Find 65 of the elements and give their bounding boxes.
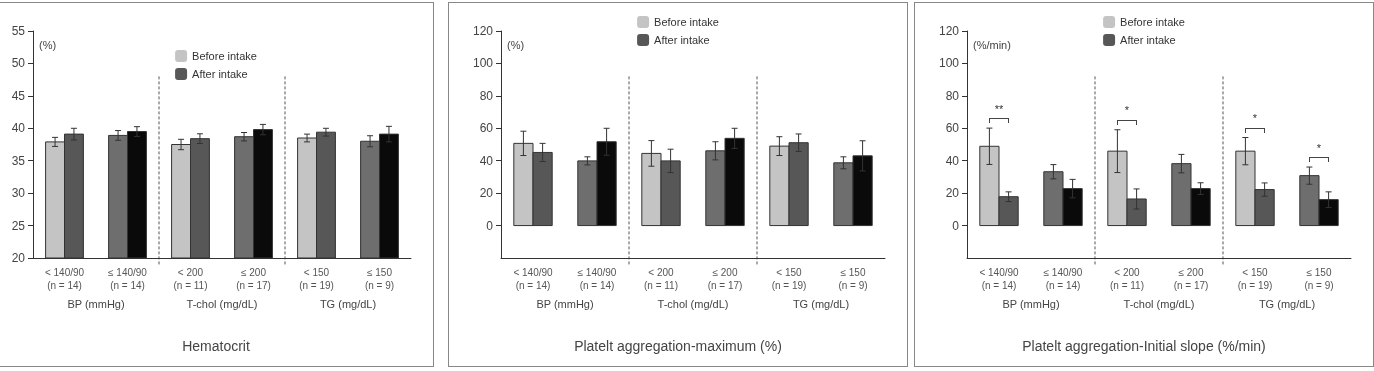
text: TG (mg/dL) <box>319 297 377 310</box>
y-tick-label: 60 <box>945 121 960 136</box>
x-tick-label: ≤ 200 (n = 17) <box>236 267 271 291</box>
x-tick-label: ≤ 200 (n = 17) <box>1173 267 1209 291</box>
x-tick-label: ≤ 140/90 (n = 14) <box>1043 267 1083 291</box>
annotation: ** <box>994 102 1004 115</box>
y-tick-label: 0 <box>952 218 960 233</box>
legend-label: Before intake <box>192 50 257 62</box>
x-tick-label: < 200 (n = 11) <box>173 267 208 291</box>
y-tick-label: 35 <box>11 153 26 168</box>
y-tick-label: 60 <box>479 121 494 136</box>
x-tick-label: < 150 (n = 19) <box>1237 267 1273 291</box>
y-axis-title: (%) <box>507 38 525 51</box>
y-tick-label: 50 <box>11 56 26 71</box>
y-tick-label: 80 <box>945 88 960 103</box>
x-tick-label: < 200 (n = 11) <box>1110 267 1144 291</box>
text: T-chol (mg/dL) <box>1123 297 1195 310</box>
text: BP (mmHg) <box>536 297 594 310</box>
x-tick-label: < 140/90 (n = 14) <box>979 267 1020 291</box>
legend-label: After intake <box>1120 34 1176 46</box>
text: T-chol (mg/dL) <box>657 297 729 310</box>
text: Hematocrit <box>182 338 250 354</box>
y-tick-label: 55 <box>11 24 26 38</box>
y-tick-label: 80 <box>479 88 494 103</box>
x-tick-label: < 150 (n = 19) <box>299 267 334 291</box>
text: T-chol (mg/dL) <box>186 297 258 310</box>
annotation: * <box>1316 141 1322 154</box>
text: BP (mmHg) <box>1002 297 1060 310</box>
x-tick-label: < 140/90 (n = 14) <box>513 267 554 291</box>
y-tick-label: 40 <box>479 153 494 168</box>
y-tick-label: 20 <box>479 186 494 201</box>
x-tick-label: < 150 (n = 19) <box>771 267 807 291</box>
y-tick-label: 0 <box>486 218 494 233</box>
text: TG (mg/dL) <box>792 297 850 310</box>
legend-label: Before intake <box>654 16 719 28</box>
y-tick-label: 100 <box>938 56 960 71</box>
x-tick-label: ≤ 200 (n = 17) <box>707 267 743 291</box>
x-tick-label: ≤ 150 (n = 9) <box>364 267 395 291</box>
annotation: * <box>1252 112 1258 125</box>
text: Platelt aggregation-Initial slope (%/min) <box>1022 338 1266 354</box>
y-tick-label: 40 <box>945 153 960 168</box>
y-tick-label: 40 <box>11 121 26 136</box>
y-tick-label: 20 <box>11 251 26 265</box>
y-tick-label: 25 <box>11 218 26 233</box>
x-tick-label: ≤ 150 (n = 9) <box>838 267 868 291</box>
legend-label: Before intake <box>1120 16 1185 28</box>
y-tick-label: 20 <box>945 186 960 201</box>
y-tick-label: 120 <box>472 24 494 38</box>
y-axis-title: (%/min) <box>973 38 1011 51</box>
y-tick-label: 120 <box>938 24 960 38</box>
legend-label: After intake <box>192 68 248 80</box>
y-tick-label: 30 <box>11 186 26 201</box>
x-tick-label: ≤ 150 (n = 9) <box>1304 267 1334 291</box>
annotation: * <box>1124 104 1130 117</box>
x-tick-label: ≤ 140/90 (n = 14) <box>577 267 617 291</box>
y-tick-label: 45 <box>11 88 26 103</box>
text: Platelt aggregation-maximum (%) <box>574 338 782 354</box>
y-axis-title: (%) <box>39 38 57 51</box>
x-tick-label: < 200 (n = 11) <box>644 267 678 291</box>
x-tick-label: ≤ 140/90 (n = 14) <box>108 267 148 291</box>
text: TG (mg/dL) <box>1258 297 1316 310</box>
legend-label: After intake <box>654 34 710 46</box>
x-tick-label: < 140/90 (n = 14) <box>44 267 85 291</box>
text: BP (mmHg) <box>67 297 125 310</box>
y-tick-label: 100 <box>472 56 494 71</box>
